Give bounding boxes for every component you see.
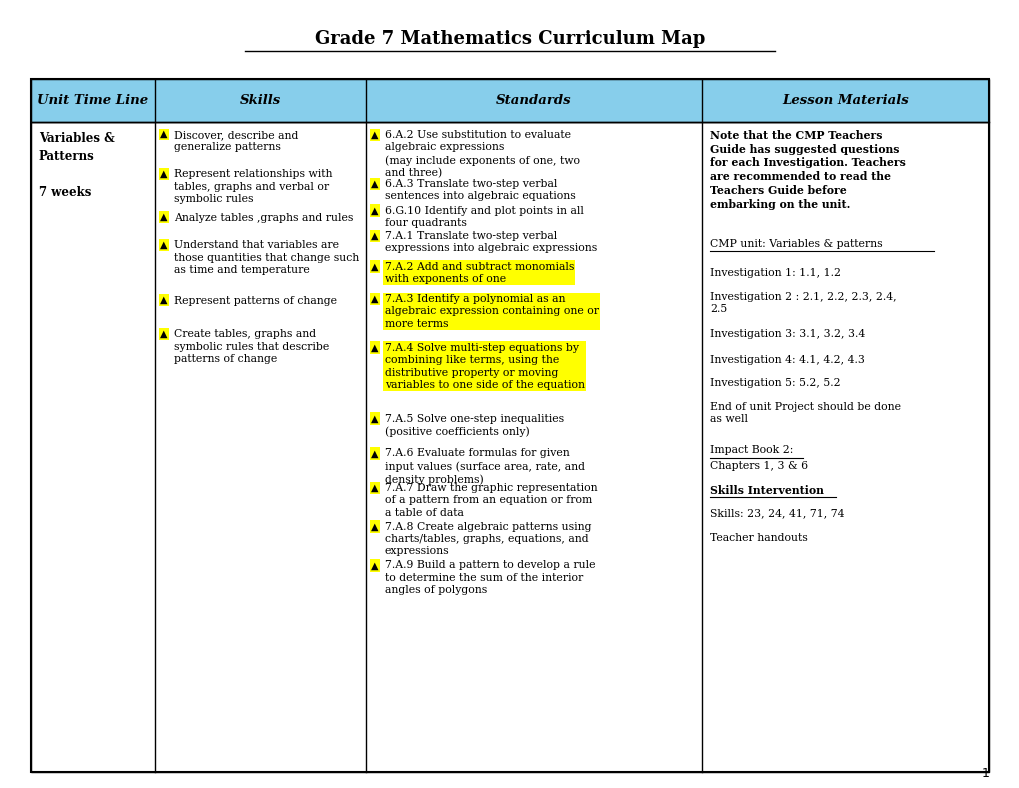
Text: ▲: ▲ — [371, 130, 378, 140]
Text: Investigation 1: 1.1, 1.2: Investigation 1: 1.1, 1.2 — [709, 268, 840, 278]
Text: Investigation 2 : 2.1, 2.2, 2.3, 2.4,
2.5: Investigation 2 : 2.1, 2.2, 2.3, 2.4, 2.… — [709, 292, 896, 314]
Text: Unit Time Line: Unit Time Line — [38, 94, 149, 107]
Text: ▲: ▲ — [371, 294, 378, 304]
Text: ▲: ▲ — [371, 179, 378, 189]
Text: Represent relationships with
tables, graphs and verbal or
symbolic rules: Represent relationships with tables, gra… — [173, 169, 332, 204]
Text: ▲: ▲ — [371, 522, 378, 532]
Text: Investigation 4: 4.1, 4.2, 4.3: Investigation 4: 4.1, 4.2, 4.3 — [709, 355, 864, 365]
Text: Standards: Standards — [495, 94, 572, 107]
Text: Skills Intervention: Skills Intervention — [709, 485, 823, 496]
Text: 7.A.1 Translate two-step verbal
expressions into algebraic expressions: 7.A.1 Translate two-step verbal expressi… — [384, 231, 596, 253]
Text: Impact Book 2:: Impact Book 2: — [709, 445, 793, 455]
Text: 7.A.2 Add and subtract monomials
with exponents of one: 7.A.2 Add and subtract monomials with ex… — [384, 262, 574, 284]
Text: Note that the CMP Teachers
Guide has suggested questions
for each Investigation.: Note that the CMP Teachers Guide has sug… — [709, 130, 905, 210]
Text: ▲: ▲ — [160, 169, 168, 178]
Text: Lesson Materials: Lesson Materials — [782, 94, 908, 107]
Text: ▲: ▲ — [160, 329, 168, 338]
FancyBboxPatch shape — [31, 122, 988, 772]
Text: Variables &
Patterns

7 weeks: Variables & Patterns 7 weeks — [39, 132, 114, 199]
Text: ▲: ▲ — [160, 130, 168, 139]
Text: Understand that variables are
those quantities that change such
as time and temp: Understand that variables are those quan… — [173, 240, 359, 275]
Text: 7.A.3 Identify a polynomial as an
algebraic expression containing one or
more te: 7.A.3 Identify a polynomial as an algebr… — [384, 294, 598, 329]
Text: 7.A.8 Create algebraic patterns using
charts/tables, graphs, equations, and
expr: 7.A.8 Create algebraic patterns using ch… — [384, 522, 590, 556]
Text: 7.A.5 Solve one-step inequalities
(positive coefficients only): 7.A.5 Solve one-step inequalities (posit… — [384, 414, 564, 437]
Text: ▲: ▲ — [371, 206, 378, 216]
Text: Grade 7 Mathematics Curriculum Map: Grade 7 Mathematics Curriculum Map — [315, 31, 704, 48]
Text: 1: 1 — [980, 768, 988, 780]
Text: 7.A.4 Solve multi-step equations by
combining like terms, using the
distributive: 7.A.4 Solve multi-step equations by comb… — [384, 343, 584, 390]
Text: ▲: ▲ — [160, 240, 168, 249]
Text: Discover, describe and
generalize patterns: Discover, describe and generalize patter… — [173, 130, 298, 152]
Text: ▲: ▲ — [371, 262, 378, 272]
Text: Skills: Skills — [239, 94, 281, 107]
Text: ▲: ▲ — [371, 560, 378, 571]
Text: ▲: ▲ — [371, 448, 378, 459]
Text: 6.A.2 Use substitution to evaluate
algebraic expressions
(may include exponents : 6.A.2 Use substitution to evaluate algeb… — [384, 130, 579, 178]
Text: ▲: ▲ — [160, 296, 168, 304]
Text: Represent patterns of change: Represent patterns of change — [173, 296, 336, 306]
Text: Investigation 5: 5.2, 5.2: Investigation 5: 5.2, 5.2 — [709, 378, 840, 388]
Text: 7.A.7 Draw the graphic representation
of a pattern from an equation or from
a ta: 7.A.7 Draw the graphic representation of… — [384, 483, 596, 518]
Text: Teacher handouts: Teacher handouts — [709, 533, 807, 544]
Text: ▲: ▲ — [160, 213, 168, 221]
FancyBboxPatch shape — [31, 79, 988, 122]
Text: 6.A.3 Translate two-step verbal
sentences into algebraic equations: 6.A.3 Translate two-step verbal sentence… — [384, 179, 575, 201]
Text: Chapters 1, 3 & 6: Chapters 1, 3 & 6 — [709, 461, 807, 471]
Text: Skills: 23, 24, 41, 71, 74: Skills: 23, 24, 41, 71, 74 — [709, 508, 844, 519]
Text: End of unit Project should be done
as well: End of unit Project should be done as we… — [709, 402, 900, 424]
Text: 7.A.6 Evaluate formulas for given
input values (surface area, rate, and
density : 7.A.6 Evaluate formulas for given input … — [384, 448, 584, 485]
Text: Investigation 3: 3.1, 3.2, 3.4: Investigation 3: 3.1, 3.2, 3.4 — [709, 329, 864, 339]
Text: ▲: ▲ — [371, 414, 378, 424]
Text: ▲: ▲ — [371, 483, 378, 493]
Text: Create tables, graphs and
symbolic rules that describe
patterns of change: Create tables, graphs and symbolic rules… — [173, 329, 328, 364]
Text: ▲: ▲ — [371, 343, 378, 353]
Text: 7.A.9 Build a pattern to develop a rule
to determine the sum of the interior
ang: 7.A.9 Build a pattern to develop a rule … — [384, 560, 594, 595]
Text: ▲: ▲ — [371, 231, 378, 241]
Text: Analyze tables ,graphs and rules: Analyze tables ,graphs and rules — [173, 213, 353, 223]
Text: 6.G.10 Identify and plot points in all
four quadrants: 6.G.10 Identify and plot points in all f… — [384, 206, 583, 228]
Text: CMP unit: Variables & patterns: CMP unit: Variables & patterns — [709, 239, 881, 249]
